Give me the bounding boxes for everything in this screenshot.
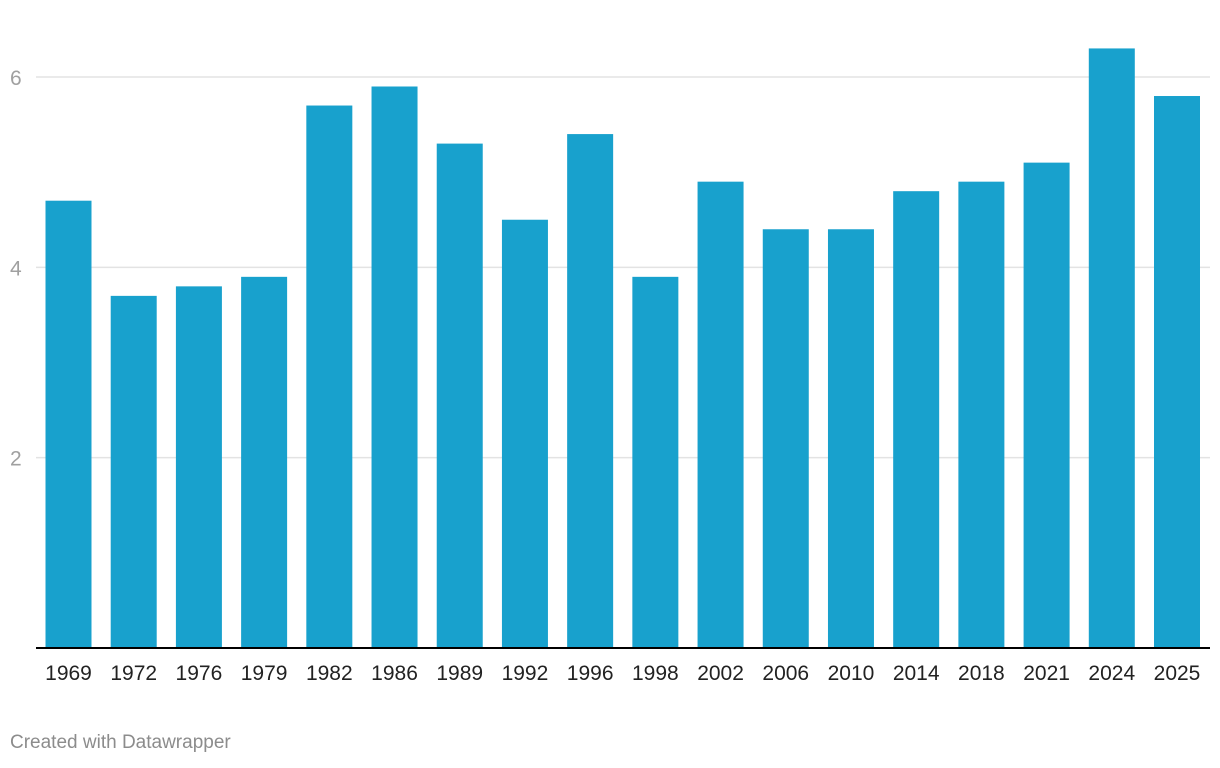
x-tick-label: 1992 — [502, 662, 549, 685]
bar-2010[interactable] — [827, 229, 874, 648]
bar-1976[interactable] — [175, 286, 222, 648]
y-axis-ticks: 2 4 6 — [10, 67, 22, 471]
x-tick-label: 1986 — [371, 662, 418, 685]
x-tick-label: 2006 — [762, 662, 809, 685]
x-tick-label: 2018 — [958, 662, 1005, 685]
x-tick-label: 1996 — [567, 662, 614, 685]
credit-text[interactable]: Created with Datawrapper — [10, 732, 231, 753]
x-tick-label: 2010 — [828, 662, 875, 685]
x-tick-label: 2025 — [1154, 662, 1201, 685]
bar-2018[interactable] — [958, 181, 1005, 649]
y-tick-label: 4 — [10, 257, 22, 280]
x-tick-label: 2002 — [697, 662, 744, 685]
bar-2021[interactable] — [1023, 162, 1070, 648]
y-tick-label: 6 — [10, 67, 22, 90]
x-axis-labels: 1969 1972 1976 1979 1982 1986 1989 1992 1996 1998… — [45, 662, 1200, 685]
x-tick-label: 1969 — [45, 662, 92, 685]
bar-1982[interactable] — [306, 105, 353, 648]
x-tick-label: 2021 — [1023, 662, 1070, 685]
y-tick-label: 2 — [10, 448, 22, 471]
x-tick-label: 1998 — [632, 662, 679, 685]
x-tick-label: 1972 — [110, 662, 157, 685]
bar-1992[interactable] — [501, 219, 548, 649]
x-tick-label: 1976 — [176, 662, 223, 685]
bar-2024[interactable] — [1088, 48, 1135, 648]
bar-2014[interactable] — [893, 191, 940, 648]
x-tick-label: 2024 — [1088, 662, 1135, 685]
bar-1998[interactable] — [632, 276, 679, 648]
bar-1989[interactable] — [436, 143, 483, 648]
bar-1969[interactable] — [45, 200, 92, 649]
bar-2025[interactable] — [1154, 96, 1200, 649]
x-tick-label: 1982 — [306, 662, 353, 685]
x-tick-label: 1989 — [436, 662, 483, 685]
bars — [45, 48, 1200, 649]
bar-1972[interactable] — [110, 295, 157, 648]
bar-1979[interactable] — [241, 276, 288, 648]
gridlines — [36, 76, 1210, 459]
bar-1996[interactable] — [567, 134, 614, 648]
bar-1986[interactable] — [371, 86, 418, 648]
bar-2002[interactable] — [697, 181, 744, 649]
x-tick-label: 1979 — [241, 662, 288, 685]
bar-2006[interactable] — [762, 229, 809, 648]
x-tick-label: 2014 — [893, 662, 940, 685]
